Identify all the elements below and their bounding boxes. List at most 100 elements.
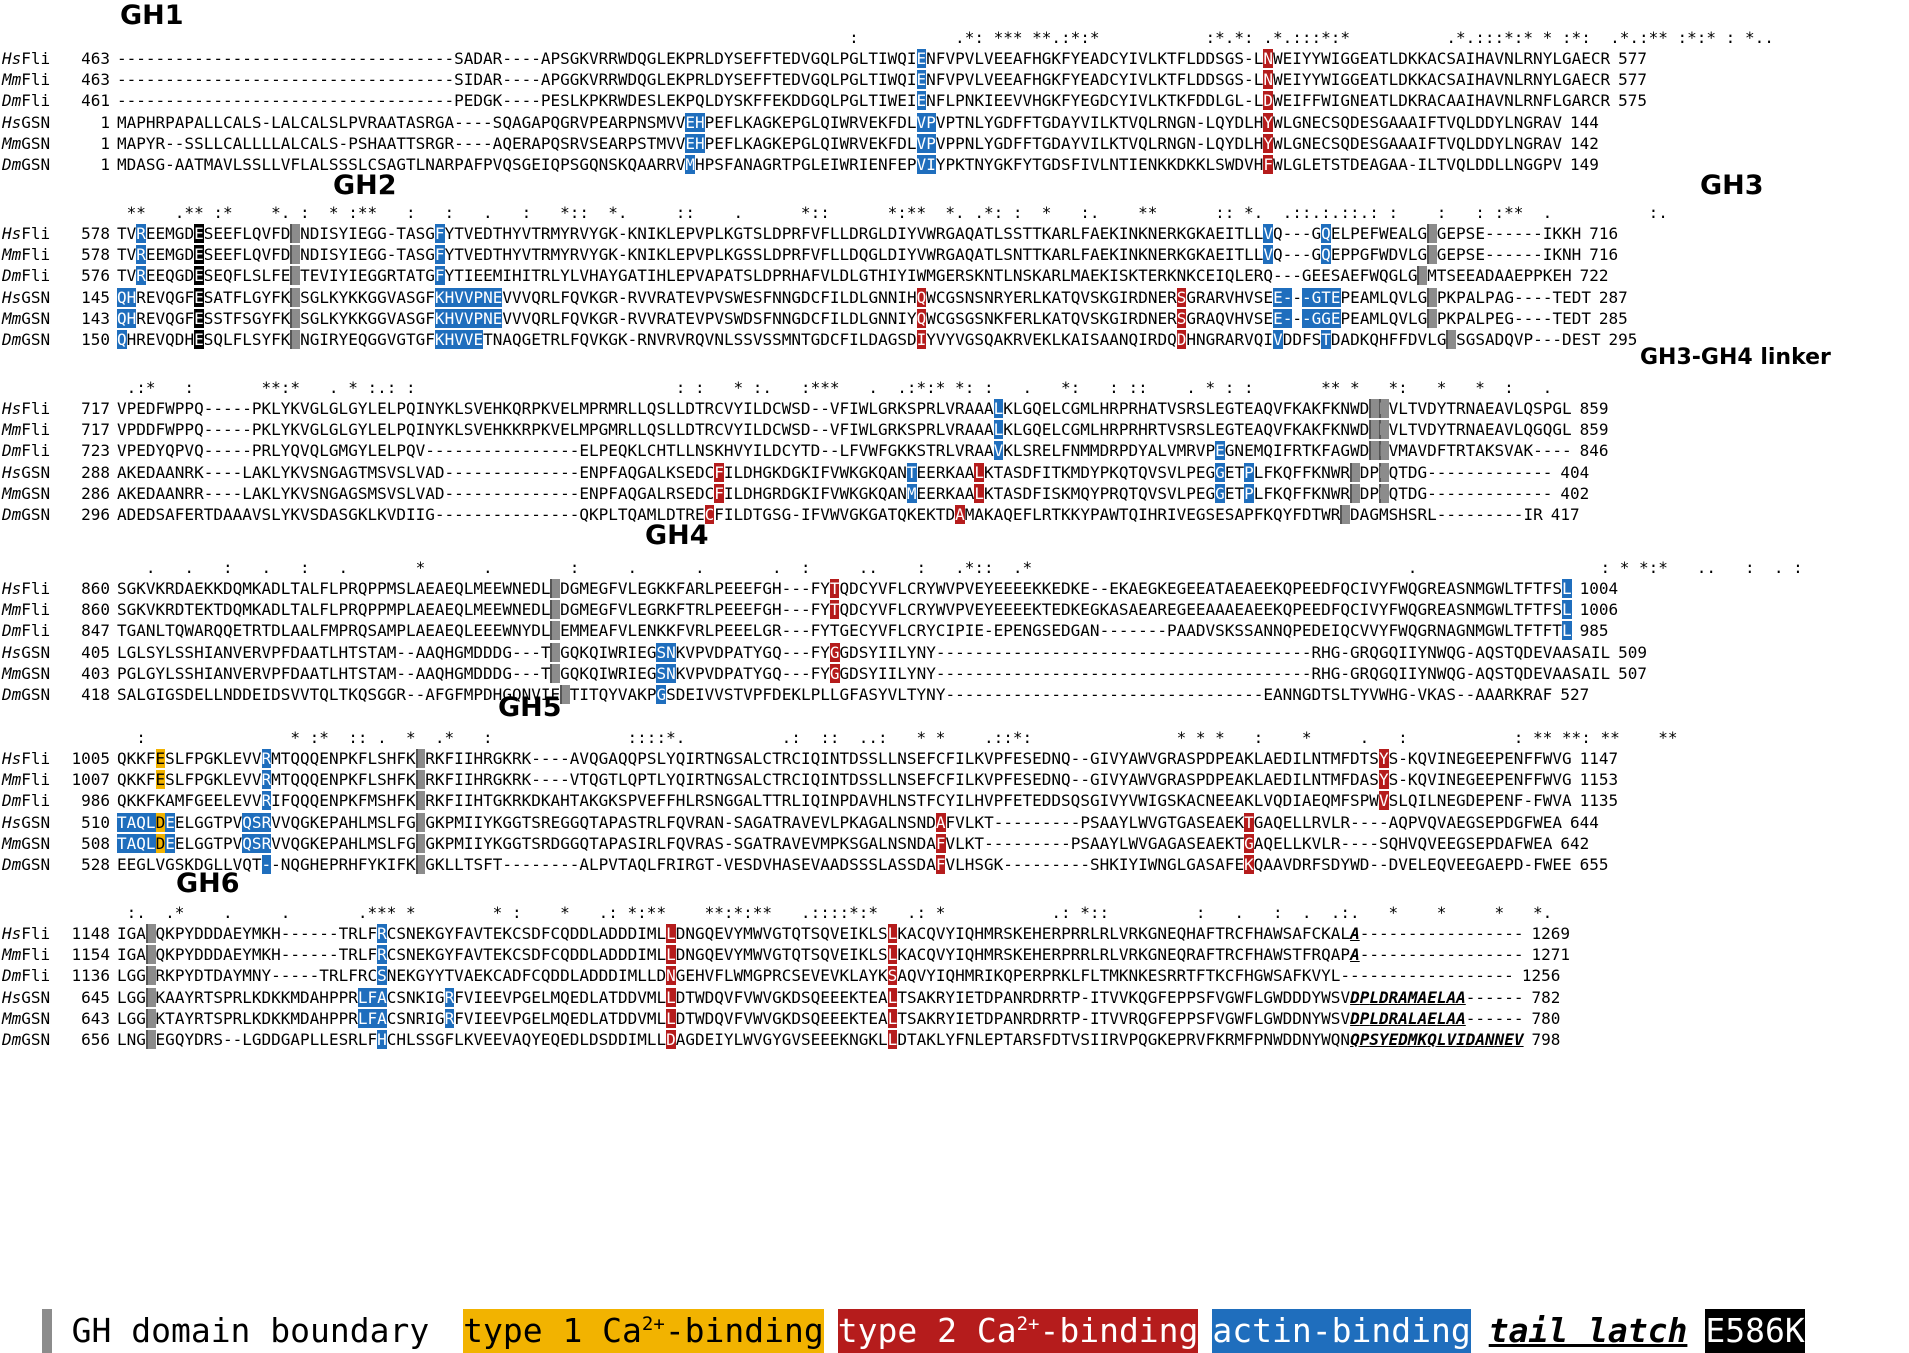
alignment-row: MmFli 1154 IGA|QKPYDDDAEYMKH------TRLFRCSN… — [0, 944, 1909, 965]
end-position: 402 — [1560, 483, 1590, 503]
start-position: 723 — [81, 441, 110, 461]
legend: GH domain boundary type 1 Ca2+-binding ty… — [0, 1270, 1805, 1353]
end-position: 404 — [1560, 462, 1590, 482]
sequence: TVREEQGDESEQFLSLFE|TEVIYIEGGRTATGFYTIEEM… — [117, 266, 1572, 286]
alignment-row: MmGSN 643 LGG|KTAYRTSPRLKDKKMDAHPPRLFACSNR… — [0, 1008, 1909, 1029]
species-protein-label: MmGSN — [2, 1008, 51, 1028]
species-protein-label: HsGSN — [2, 287, 51, 307]
start-position: 461 — [81, 91, 110, 111]
alignment-row: HsGSN 145 QHREVQGFESATFLGYFK|SGLKYKKGGVASG… — [0, 287, 1909, 308]
start-position: 1148 — [71, 924, 110, 943]
species-protein-label: MmGSN — [2, 663, 51, 683]
start-position: 528 — [81, 855, 110, 874]
start-position: 1005 — [71, 749, 110, 768]
start-position: 143 — [81, 308, 110, 328]
end-position: 1006 — [1579, 600, 1619, 620]
alignment-row: HsFli 1005 QKKFESLFPGKLEVVRMTQQQENPKFLSHFK… — [0, 748, 1909, 769]
start-position: 717 — [81, 399, 110, 418]
alignment-row: DmGSN 150 QHREVQDHESQLFLSYFK|NGIRYEQGGVGTG… — [0, 329, 1909, 350]
alignment-row: HsGSN 405 LGLSYLSSHIANVERVPFDAATLHTSTAM--A… — [0, 642, 1909, 663]
species-protein-label: DmGSN — [2, 330, 51, 349]
start-position: 463 — [81, 70, 110, 90]
legend-mutation: E586K — [1705, 1309, 1805, 1353]
end-position: 782 — [1531, 987, 1561, 1007]
end-position: 417 — [1550, 505, 1580, 524]
species-protein-label: DmGSN — [2, 155, 51, 174]
alignment-row: MmGSN 1 MAPYR--SSLLCALLLLALCALS-PSHAATTSRG… — [0, 133, 1909, 154]
sequence: LGLSYLSSHIANVERVPFDAATLHTSTAM--AAQHGMDDD… — [117, 642, 1611, 662]
start-position: 1154 — [71, 945, 110, 965]
sequence: ADEDSAFERTDAAAVSLYKVSDASGKLKVDIIG-------… — [117, 505, 1543, 524]
species-protein-label: HsFli — [2, 579, 51, 598]
alignment-row: DmFli 461 --------------------------------… — [0, 90, 1909, 111]
alignment-row: DmFli 576 TVREEQGDESEQFLSLFE|TEVIYIEGGRTAT… — [0, 265, 1909, 286]
species-protein-label: HsFli — [2, 924, 51, 943]
sequence: TVREEMGDESEEFLQVFD|NDISYIEGG-TASGFYTVEDT… — [117, 245, 1582, 265]
alignment-row: MmGSN 403 PGLGYLSSHIANVERVPFDAATLHTSTAM--A… — [0, 663, 1909, 684]
start-position: 1007 — [71, 770, 110, 790]
alignment-row: HsFli 860 SGKVKRDAEKKDQMKADLTALFLPRQPPMSLA… — [0, 578, 1909, 599]
species-protein-label: DmFli — [2, 966, 51, 986]
sequence: QHREVQDHESQLFLSYFK|NGIRYEQGGVGTGFKHVVETN… — [117, 330, 1601, 349]
alignment-row: HsFli 463 --------------------------------… — [0, 48, 1909, 69]
sequence: -----------------------------------SADAR… — [117, 49, 1611, 68]
alignment-row: DmFli 1136 LGG|RKPYDTDAYMNY-----TRLFRCSNEK… — [0, 965, 1909, 986]
species-protein-label: MmGSN — [2, 308, 51, 328]
sequence: QKKFKAMFGEELEVVRIFQQQENPKFMSHFK|RKFIIHTG… — [117, 791, 1572, 811]
conservation-line: .:* : **:* . * :.: : : : * :. :*** . .:*… — [117, 378, 1553, 397]
end-position: 507 — [1618, 663, 1647, 683]
species-protein-label: DmFli — [2, 266, 51, 286]
sequence: LNG|EGQYDRS--LGDDGAPLLESRLFHCHLSSGFLKVEE… — [117, 1030, 1524, 1049]
end-position: 144 — [1570, 112, 1599, 132]
end-position: 295 — [1608, 330, 1638, 349]
domain-label: GH1 — [120, 0, 184, 31]
alignment-row: HsGSN 645 LGG|KAAYRTSPRLKDKKMDAHPPRLFACSNK… — [0, 987, 1909, 1008]
species-protein-label: HsGSN — [2, 987, 51, 1007]
sequence: MAPHRPAPALLCALS-LALCALSLPVRAATASRGA----S… — [117, 112, 1562, 132]
sequence: IGA|QKPYDDDAEYMKH------TRLFRCSNEKGYFAVTE… — [117, 924, 1524, 943]
sequence: MAPYR--SSLLCALLLLALCALS-PSHAATTSRGR----A… — [117, 133, 1562, 153]
alignment-row: DmGSN 418 SALGIGSDELLNDDEIDSVVTQLTKQSGGR--… — [0, 684, 1909, 705]
end-position: 1004 — [1579, 579, 1619, 598]
species-protein-label: DmGSN — [2, 1030, 51, 1049]
sequence: AKEDAANRR----LAKLYKVSNGAGSMSVSLVAD------… — [117, 483, 1553, 503]
species-protein-label: HsGSN — [2, 812, 51, 832]
sequence: LGG|RKPYDTDAYMNY-----TRLFRCSNEKGYYTVAEKC… — [117, 966, 1514, 986]
start-position: 578 — [81, 224, 110, 243]
species-protein-label: HsGSN — [2, 642, 51, 662]
sequence: EEGLVGSKDGLLVQT--NQGHEPRHFYKIFK|GKLLTSFT… — [117, 855, 1572, 874]
start-position: 296 — [81, 505, 110, 524]
alignment-row: MmFli 860 SGKVKRDTEKTDQMKADLTALFLPRQPPMPLA… — [0, 599, 1909, 620]
species-protein-label: MmFli — [2, 945, 51, 965]
end-position: 716 — [1589, 245, 1619, 265]
species-protein-label: DmGSN — [2, 685, 51, 704]
start-position: 986 — [81, 791, 110, 811]
alignment-row: MmFli 463 --------------------------------… — [0, 69, 1909, 90]
end-position: 1269 — [1531, 924, 1571, 943]
start-position: 656 — [81, 1030, 110, 1049]
domain-label: GH4 — [645, 520, 709, 551]
domain-label: GH3-GH4 linker — [1640, 345, 1831, 370]
alignment-row: MmGSN 143 QHREVQGFESSTFSGYFK|SGLKYKKGGVASG… — [0, 308, 1909, 329]
start-position: 508 — [81, 833, 110, 853]
alignment-row: DmFli 723 VPEDYQPVQ-----PRLYQVQLGMGYLELPQV… — [0, 440, 1909, 461]
alignment-row: MmGSN 286 AKEDAANRR----LAKLYKVSNGAGSMSVSLV… — [0, 483, 1909, 504]
species-protein-label: HsFli — [2, 49, 51, 68]
sequence: AKEDAANRK----LAKLYKVSNGAGTMSVSLVAD------… — [117, 462, 1553, 482]
end-position: 722 — [1579, 266, 1609, 286]
end-position: 859 — [1579, 420, 1609, 440]
end-position: 1271 — [1531, 945, 1571, 965]
start-position: 286 — [81, 483, 110, 503]
start-position: 1 — [100, 112, 110, 132]
alignment-row: HsFli 1148 IGA|QKPYDDDAEYMKH------TRLFRCSN… — [0, 923, 1909, 944]
end-position: 644 — [1570, 812, 1599, 832]
start-position: 643 — [81, 1008, 110, 1028]
start-position: 576 — [81, 266, 110, 286]
alignment-row: HsFli 717 VPEDFWPPQ-----PKLYKVGLGLGYLELPQI… — [0, 398, 1909, 419]
species-protein-label: MmFli — [2, 245, 51, 265]
sequence: -----------------------------------PEDGK… — [117, 91, 1611, 111]
start-position: 717 — [81, 420, 110, 440]
end-position: 577 — [1618, 70, 1647, 90]
start-position: 578 — [81, 245, 110, 265]
species-protein-label: HsFli — [2, 399, 51, 418]
